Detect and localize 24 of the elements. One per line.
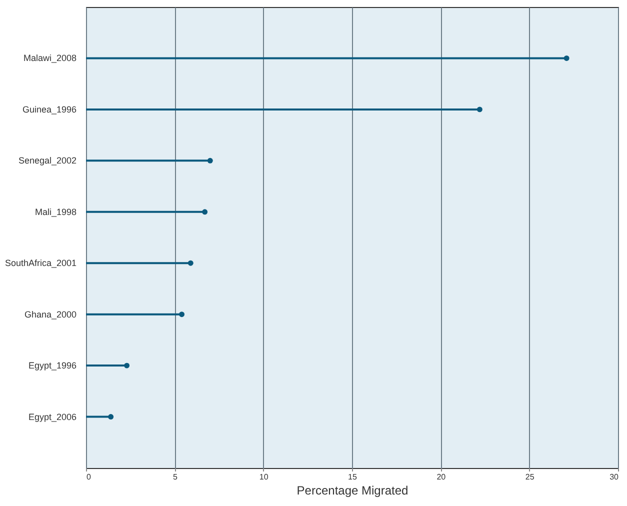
y-tick-label: SouthAfrica_2001 [4,258,76,268]
point [179,312,184,318]
y-tick-label: Guinea_1996 [22,104,76,114]
x-tick-label: 25 [525,472,535,482]
y-tick-label: Egypt_1996 [28,360,76,371]
y-tick-label: Mali_1998 [34,206,76,217]
point [564,55,570,61]
x-tick-label: 20 [436,472,446,482]
x-tick-label: 5 [172,472,178,482]
point [202,209,208,215]
y-tick-label: Senegal_2002 [18,156,76,166]
point [108,414,114,420]
y-tick-label: Malawi_2008 [23,53,76,64]
x-tick-label: 0 [86,472,92,482]
point [207,158,213,164]
point [476,106,482,112]
x-axis-title: Percentage Migrated [296,484,408,498]
x-tick-label: 15 [348,472,358,482]
point [188,260,194,266]
y-tick-label: Egypt_2006 [28,412,76,422]
point [124,362,130,368]
x-tick-label: 10 [259,472,269,482]
x-tick-label: 30 [610,472,620,482]
y-tick-label: Ghana_2000 [24,309,76,320]
